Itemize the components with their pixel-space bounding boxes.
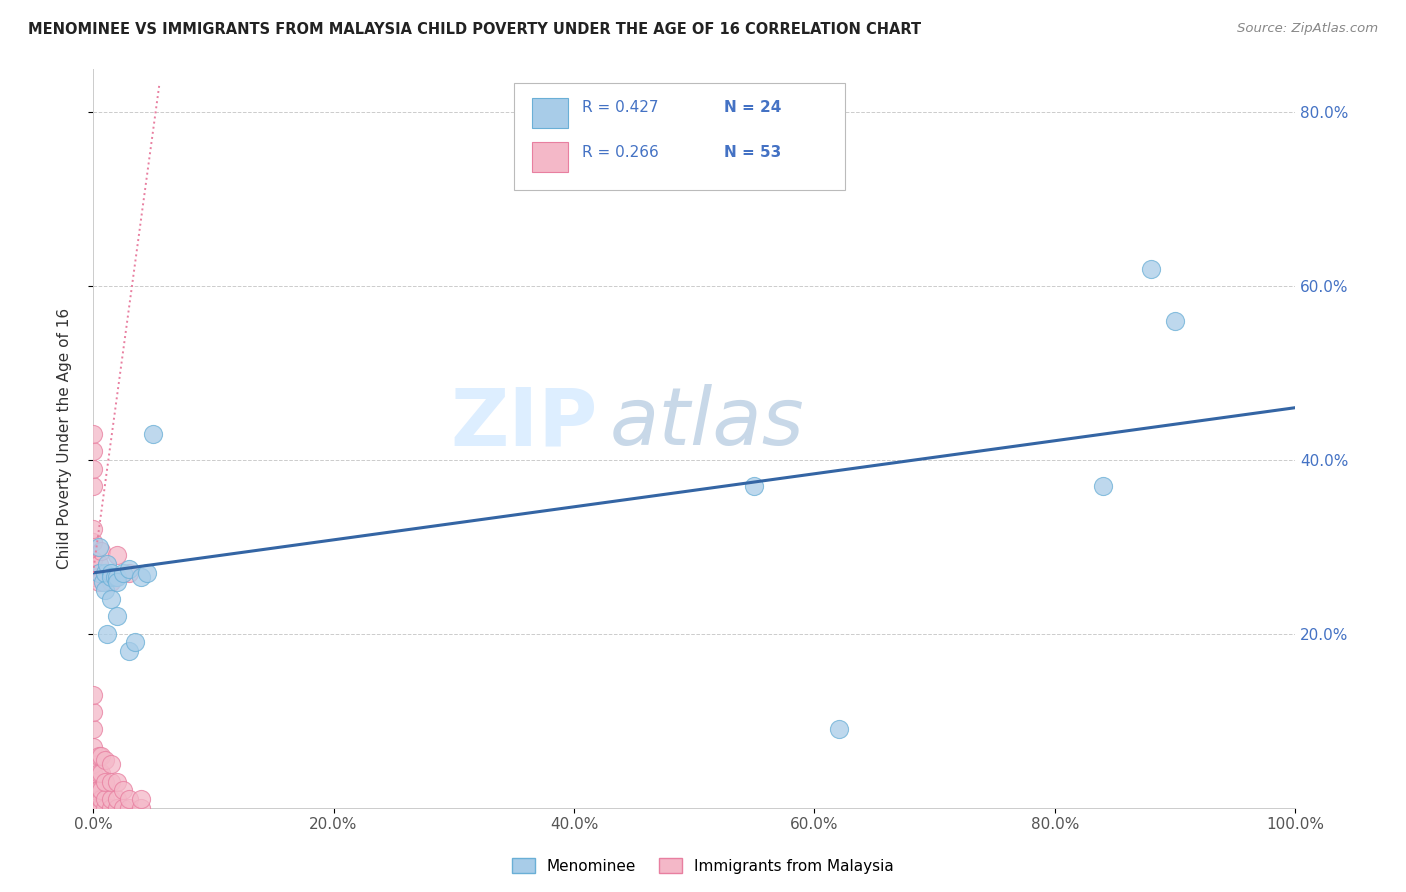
Point <box>96 558 118 572</box>
Point <box>105 574 128 589</box>
Legend: Menominee, Immigrants from Malaysia: Menominee, Immigrants from Malaysia <box>506 852 900 880</box>
Point <box>82 783 104 797</box>
Point <box>1140 261 1163 276</box>
Point <box>87 783 110 797</box>
Point <box>1164 314 1187 328</box>
Text: N = 53: N = 53 <box>724 145 782 160</box>
Point <box>94 800 117 814</box>
Point <box>82 570 104 584</box>
Point <box>136 566 159 580</box>
Point <box>112 783 135 797</box>
Point <box>87 574 110 589</box>
Point <box>112 800 135 814</box>
Point <box>82 535 104 549</box>
Point <box>744 479 766 493</box>
Point <box>124 635 146 649</box>
Point <box>112 566 135 580</box>
Point <box>82 705 104 719</box>
Point <box>118 800 141 814</box>
Point <box>100 570 122 584</box>
Point <box>94 774 117 789</box>
Point <box>82 792 104 806</box>
Point <box>87 540 110 554</box>
Point <box>96 626 118 640</box>
Point <box>142 426 165 441</box>
Text: Source: ZipAtlas.com: Source: ZipAtlas.com <box>1237 22 1378 36</box>
Point <box>118 566 141 580</box>
Point <box>87 765 110 780</box>
Point <box>82 800 104 814</box>
Point <box>82 800 104 814</box>
Point <box>100 591 122 606</box>
Point <box>90 783 112 797</box>
Point <box>105 774 128 789</box>
Point <box>100 792 122 806</box>
Point <box>82 739 104 754</box>
FancyBboxPatch shape <box>531 143 568 172</box>
FancyBboxPatch shape <box>513 83 845 191</box>
Text: R = 0.427: R = 0.427 <box>582 100 659 115</box>
Text: ZIP: ZIP <box>451 384 598 462</box>
Point <box>129 792 152 806</box>
Text: R = 0.266: R = 0.266 <box>582 145 659 160</box>
Point <box>94 792 117 806</box>
Point <box>82 553 104 567</box>
Point <box>129 570 152 584</box>
Point <box>100 774 122 789</box>
Point <box>82 800 104 814</box>
Point <box>87 800 110 814</box>
Point <box>82 461 104 475</box>
Point <box>105 549 128 563</box>
Point <box>90 792 112 806</box>
Y-axis label: Child Poverty Under the Age of 16: Child Poverty Under the Age of 16 <box>58 308 72 569</box>
Point <box>100 757 122 772</box>
Point <box>105 609 128 624</box>
Point <box>105 800 128 814</box>
Point <box>82 774 104 789</box>
Point <box>82 426 104 441</box>
Point <box>129 800 152 814</box>
Point <box>87 558 110 572</box>
Point <box>1092 479 1115 493</box>
Point <box>82 723 104 737</box>
Point <box>87 566 110 580</box>
Point <box>827 723 849 737</box>
Point <box>94 566 117 580</box>
Point <box>90 748 112 763</box>
Point <box>118 561 141 575</box>
Point <box>82 800 104 814</box>
Point <box>91 574 114 589</box>
Point <box>82 479 104 493</box>
Point <box>100 566 122 580</box>
Point <box>118 792 141 806</box>
Point <box>94 753 117 767</box>
Point <box>105 570 128 584</box>
Point <box>105 792 128 806</box>
Point <box>82 757 104 772</box>
Point <box>100 800 122 814</box>
Point <box>104 570 127 584</box>
Point <box>82 765 104 780</box>
Point <box>118 644 141 658</box>
Point <box>94 583 117 598</box>
Point <box>100 574 122 589</box>
Text: N = 24: N = 24 <box>724 100 782 115</box>
Point <box>82 444 104 458</box>
Point <box>90 765 112 780</box>
Point <box>90 800 112 814</box>
Point <box>82 688 104 702</box>
Point <box>82 523 104 537</box>
Text: MENOMINEE VS IMMIGRANTS FROM MALAYSIA CHILD POVERTY UNDER THE AGE OF 16 CORRELAT: MENOMINEE VS IMMIGRANTS FROM MALAYSIA CH… <box>28 22 921 37</box>
FancyBboxPatch shape <box>531 98 568 128</box>
Point <box>90 544 112 558</box>
Text: atlas: atlas <box>610 384 804 462</box>
Point <box>87 748 110 763</box>
